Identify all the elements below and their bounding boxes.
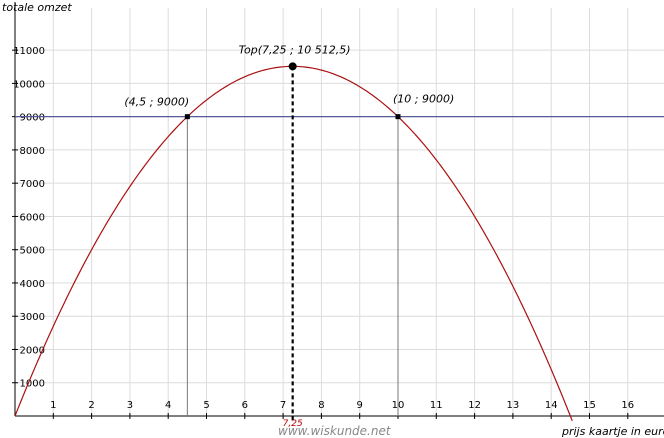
y-tick-label: 6000 <box>20 212 45 223</box>
x-tick-label: 6 <box>242 400 248 411</box>
x-tick-label: 4 <box>165 400 171 411</box>
vertex-x-label: 7,25 <box>283 419 303 429</box>
y-tick-label: 8000 <box>20 146 45 157</box>
x-tick-label: 2 <box>88 400 94 411</box>
watermark: www.wiskunde.net <box>278 424 392 438</box>
point-vertex <box>288 62 297 71</box>
x-tick-label: 15 <box>583 400 596 411</box>
point-right-intersection <box>395 114 401 120</box>
y-axis-title: totale omzet <box>2 1 72 14</box>
axes <box>12 2 664 419</box>
y-tick-label: 10000 <box>13 79 45 90</box>
x-tick-label: 8 <box>318 400 324 411</box>
x-tick-label: 1 <box>50 400 56 411</box>
grid <box>15 8 664 416</box>
guide-lines <box>15 66 664 422</box>
y-tick-label: 1000 <box>20 379 45 390</box>
y-tick-label: 9000 <box>20 113 45 124</box>
y-tick-label: 11000 <box>13 46 45 57</box>
y-tick-label: 4000 <box>20 279 45 290</box>
y-tick-label: 2000 <box>20 345 45 356</box>
x-tick-label: 5 <box>203 400 209 411</box>
x-tick-label: 16 <box>621 400 634 411</box>
x-axis-title: prijs kaartje in euro <box>561 425 664 438</box>
x-tick-label: 14 <box>545 400 558 411</box>
x-tick-label: 9 <box>357 400 363 411</box>
x-tick-label: 13 <box>507 400 520 411</box>
y-tick-label: 3000 <box>20 312 45 323</box>
x-tick-label: 3 <box>127 400 133 411</box>
y-tick-label: 5000 <box>20 246 45 257</box>
label-left-intersection: (4,5 ; 9000) <box>124 96 189 109</box>
x-tick-label: 7 <box>280 400 286 411</box>
label-vertex: Top(7,25 ; 10 512,5) <box>239 43 351 56</box>
tick-labels: 1 2 3 4 5 6 7 8 9 10 11 12 13 14 15 1610002000300040005… <box>13 46 634 411</box>
points: (4,5 ; 9000) Top(7,25 ; 10 512,5) (10 ; 90… <box>124 43 454 429</box>
point-left-intersection <box>184 114 190 120</box>
x-tick-label: 12 <box>468 400 481 411</box>
label-right-intersection: (10 ; 9000) <box>393 93 454 106</box>
y-tick-label: 7000 <box>20 179 45 190</box>
x-tick-label: 11 <box>430 400 443 411</box>
